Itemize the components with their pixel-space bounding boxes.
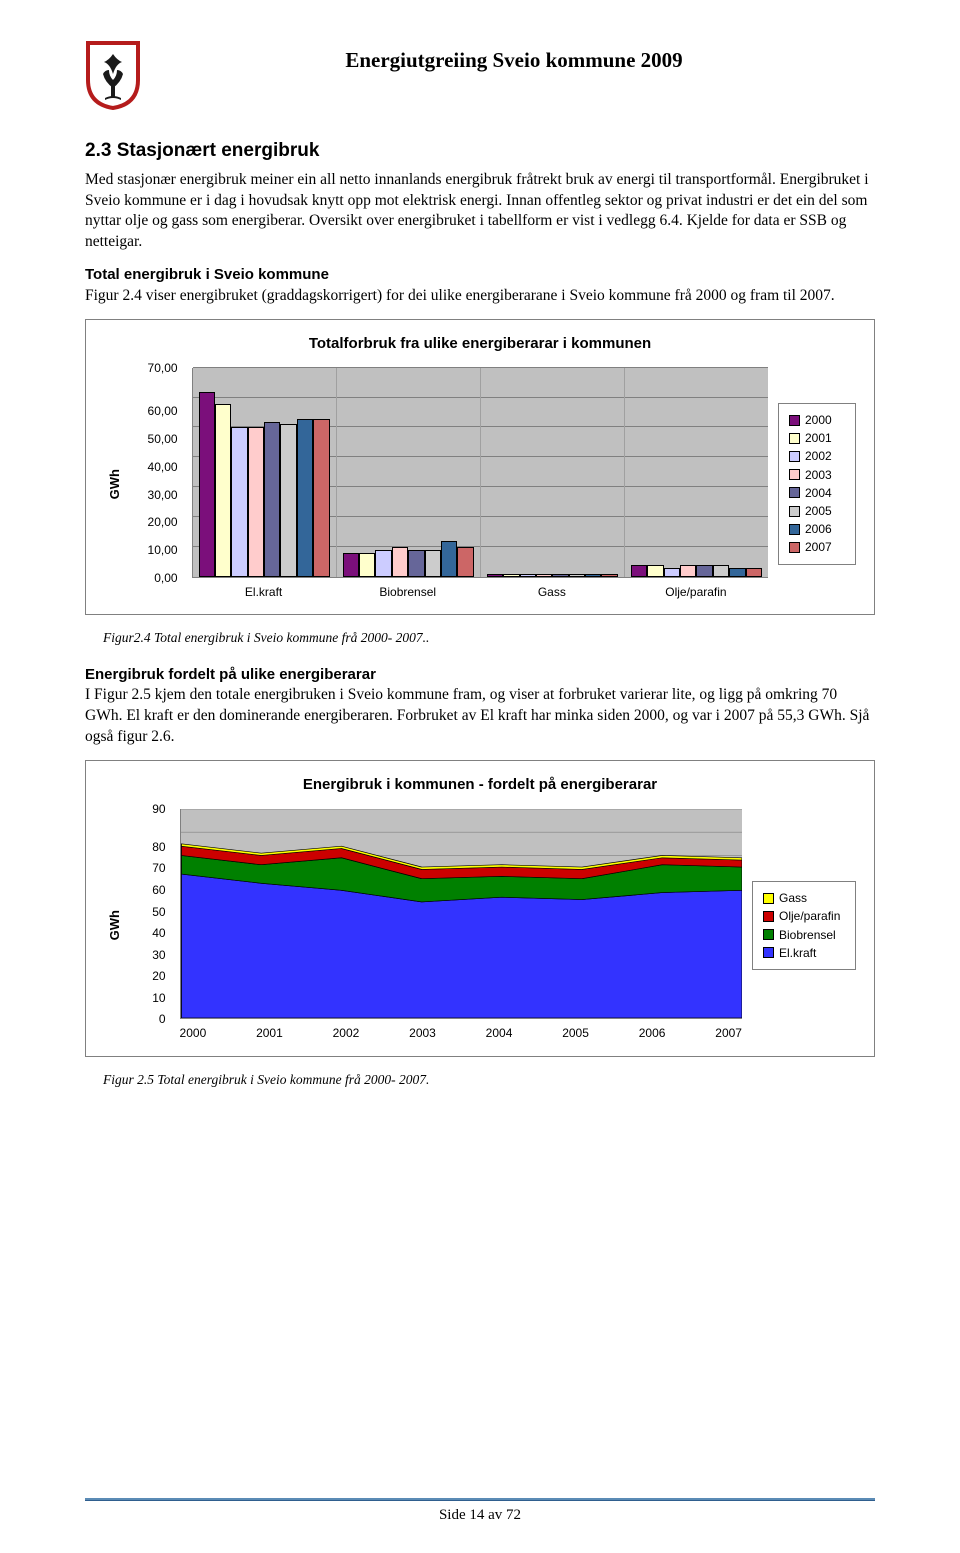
bar: [199, 392, 215, 577]
bar: [343, 553, 359, 577]
bar-group: [337, 368, 481, 577]
bar-group: [625, 368, 768, 577]
bar: [503, 574, 519, 577]
bar-chart-yticks: 0,0010,0020,0030,0040,0050,0060,0070,00: [136, 368, 182, 578]
section-heading: 2.3 Stasjonært energibruk: [85, 138, 875, 164]
bar: [408, 550, 424, 577]
bar: [457, 547, 473, 577]
bar: [297, 419, 313, 577]
bar: [680, 565, 696, 577]
footer-divider: [85, 1498, 875, 1501]
bar: [631, 565, 647, 577]
section-number: 2.3: [85, 140, 111, 161]
bar: [248, 427, 264, 576]
bar: [647, 565, 663, 577]
bar: [729, 568, 745, 577]
bar: [664, 568, 680, 577]
subheading-total: Total energibruk i Sveio kommune: [85, 265, 875, 285]
area-chart-plot: [180, 809, 742, 1019]
page-footer: Side 14 av 72: [85, 1498, 875, 1525]
bar: [375, 550, 391, 577]
bar: [520, 574, 536, 577]
area-chart-xlabels: 20002001200220032004200520062007: [180, 1025, 742, 1041]
area-chart-caption: Figur 2.5 Total energibruk i Sveio kommu…: [103, 1071, 875, 1089]
bar: [425, 550, 441, 577]
bar-group: [193, 368, 337, 577]
bar-chart-container: Totalforbruk fra ulike energiberarar i k…: [85, 319, 875, 615]
sub1-para: Figur 2.4 viser energibruket (graddagsko…: [85, 286, 875, 307]
area-chart-ylabel: GWh: [104, 910, 126, 940]
bar-chart-ylabel: GWh: [104, 469, 126, 499]
bar: [713, 565, 729, 577]
sub2-para: I Figur 2.5 kjem den totale energibruken…: [85, 685, 875, 748]
shield-logo: [85, 40, 141, 110]
bar: [231, 427, 247, 576]
bar: [746, 568, 762, 577]
subheading-split: Energibruk fordelt på ulike energiberara…: [85, 665, 875, 685]
bar: [392, 547, 408, 577]
footer-page-number: Side 14 av 72: [85, 1505, 875, 1525]
bar: [569, 574, 585, 577]
bar-chart-legend: 20002001200220032004200520062007: [778, 403, 856, 565]
document-title: Energiutgreiing Sveio kommune 2009: [153, 40, 875, 74]
bar-group: [481, 368, 625, 577]
bar: [585, 574, 601, 577]
bar: [280, 424, 296, 576]
area-chart-legend: GassOlje/parafinBiobrenselEl.kraft: [752, 881, 856, 970]
bar: [536, 574, 552, 577]
bar: [487, 574, 503, 577]
section-title: Stasjonært energibruk: [117, 140, 320, 161]
bar-chart-xlabels: El.kraftBiobrenselGassOlje/parafin: [192, 584, 768, 600]
bar: [441, 541, 457, 577]
bar-chart-title: Totalforbruk fra ulike energiberarar i k…: [104, 334, 856, 354]
page-header: Energiutgreiing Sveio kommune 2009: [85, 40, 875, 110]
section-intro-para: Med stasjonær energibruk meiner ein all …: [85, 170, 875, 254]
area-chart-yticks: 0102030405060708090: [136, 809, 170, 1019]
bar: [264, 422, 280, 577]
bar: [696, 565, 712, 577]
bar: [359, 553, 375, 577]
bar: [552, 574, 568, 577]
bar: [215, 404, 231, 577]
area-chart-container: Energibruk i kommunen - fordelt på energ…: [85, 760, 875, 1056]
bar-chart-caption: Figur2.4 Total energibruk i Sveio kommun…: [103, 629, 875, 647]
bar: [313, 419, 329, 577]
area-chart-title: Energibruk i kommunen - fordelt på energ…: [104, 775, 856, 795]
bar-chart-plot: [192, 368, 768, 578]
bar: [601, 574, 617, 577]
